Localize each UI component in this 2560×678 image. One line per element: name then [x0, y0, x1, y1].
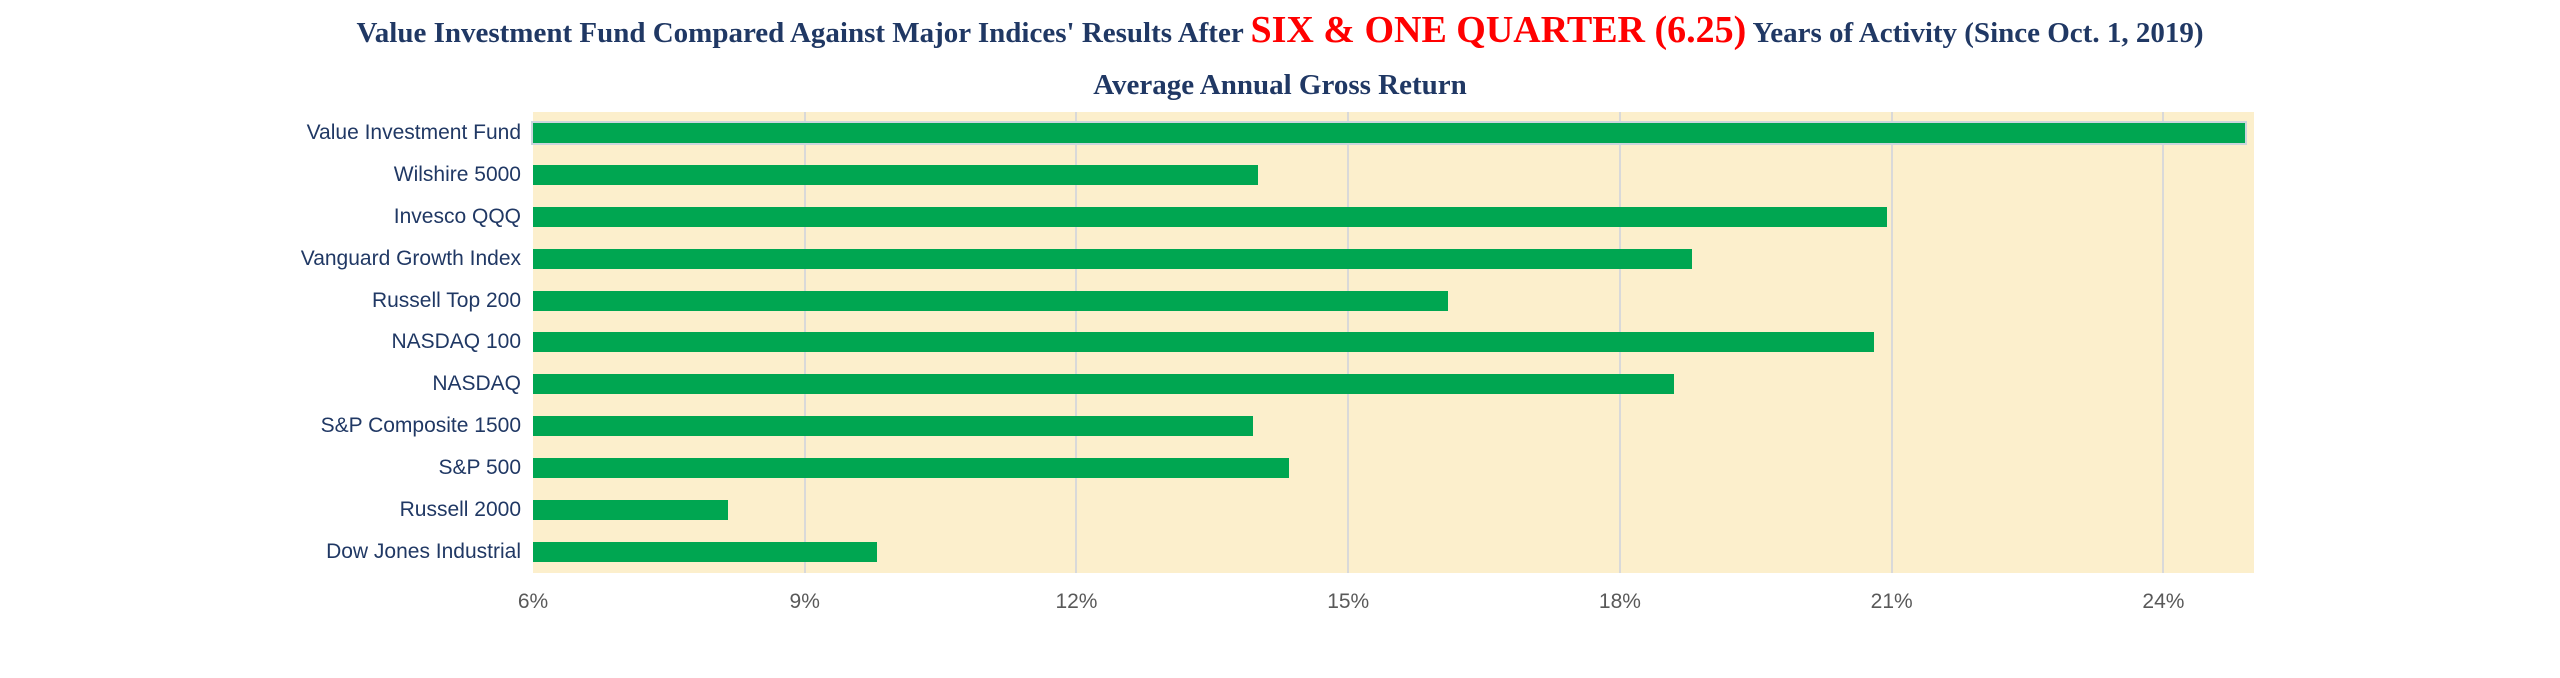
chart-title-block: Value Investment Fund Compared Against M…: [0, 8, 2560, 101]
category-label: Vanguard Growth Index: [300, 246, 521, 270]
bar: [533, 248, 1693, 269]
x-tick-label: 15%: [1327, 590, 1370, 613]
chart-title-highlight: SIX & ONE QUARTER (6.25): [1250, 9, 1747, 51]
chart-title-prefix: Value Investment Fund Compared Against M…: [356, 17, 1251, 49]
bar-row: [533, 447, 2254, 489]
bar: [533, 500, 728, 521]
bar: [533, 332, 1874, 353]
bar-row: [533, 405, 2254, 447]
bar-rows: [531, 112, 2254, 573]
category-label: Russell Top 200: [371, 288, 521, 312]
bar: [531, 120, 2247, 145]
chart-title: Value Investment Fund Compared Against M…: [0, 8, 2560, 55]
x-tick-label: 24%: [2142, 590, 2185, 613]
category-label: NASDAQ: [432, 372, 521, 396]
bar-row: [533, 322, 2254, 364]
category-label: NASDAQ 100: [391, 330, 521, 354]
bar: [533, 416, 1254, 437]
bar-row: [533, 238, 2254, 280]
category-axis-labels: Value Investment Fund Wilshire 5000 Invesc…: [0, 112, 521, 573]
chart-subtitle: Average Annual Gross Return: [1093, 69, 1467, 101]
x-tick-label: 21%: [1870, 590, 1913, 613]
bar: [533, 542, 878, 563]
x-tick-label: 18%: [1598, 590, 1641, 613]
chart-title-suffix: Years of Activity (Since Oct. 1, 2019): [1746, 17, 2204, 49]
category-label: S&P Composite 1500: [320, 414, 521, 438]
category-label: Wilshire 5000: [393, 162, 521, 186]
gridline: [1890, 112, 1893, 573]
bar-row: [533, 154, 2254, 196]
bar: [533, 206, 1888, 227]
bar: [533, 290, 1448, 311]
x-tick-label: 12%: [1055, 590, 1098, 613]
bar: [533, 374, 1675, 395]
bar-row: [533, 363, 2254, 405]
category-label: Invesco QQQ: [393, 204, 521, 228]
bar-row: [533, 489, 2254, 531]
category-label: S&P 500: [438, 456, 521, 480]
category-label: Russell 2000: [399, 498, 521, 522]
x-tick-label: 9%: [789, 590, 820, 613]
bar-row: [533, 531, 2254, 573]
bar: [533, 164, 1258, 185]
bar-row: [533, 280, 2254, 322]
bar-row: [533, 196, 2254, 238]
category-label: Value Investment Fund: [306, 120, 521, 144]
plot-area: [531, 112, 2254, 573]
x-tick-label: 6%: [517, 590, 549, 613]
bar: [533, 458, 1290, 479]
bar-row: [531, 112, 2254, 154]
x-axis: 6% 9% 12% 15% 18% 21% 24%: [518, 590, 2254, 620]
gridline: [2162, 112, 2165, 573]
category-label: Dow Jones Industrial: [326, 540, 521, 564]
